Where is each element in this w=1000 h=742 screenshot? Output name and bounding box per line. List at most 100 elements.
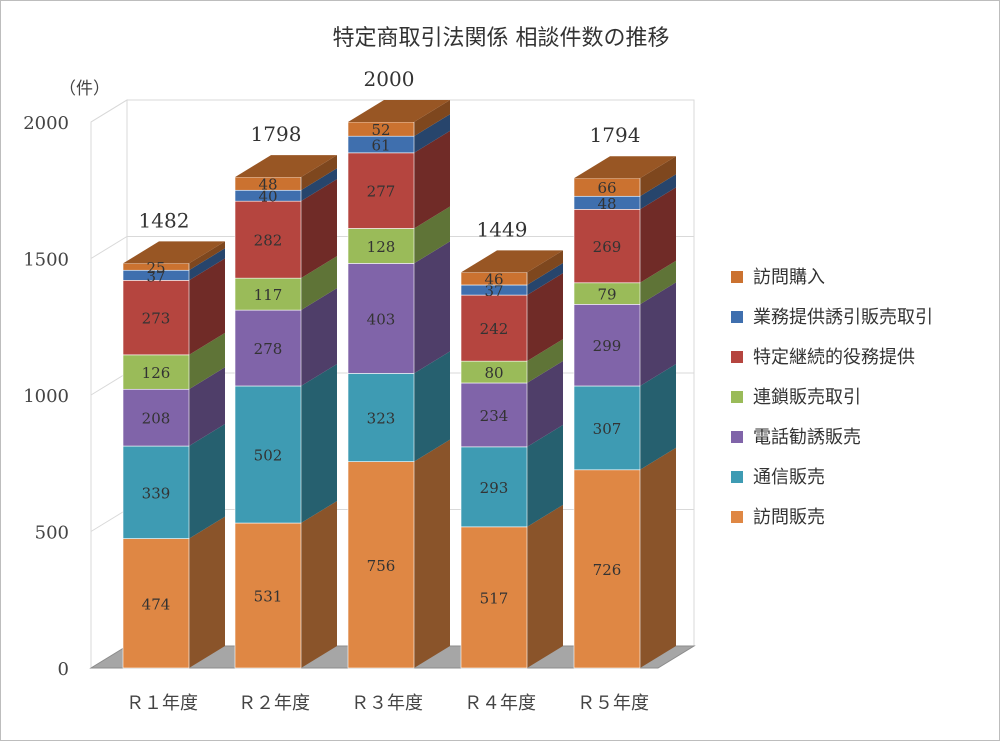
data-label: 79 <box>597 286 616 304</box>
bar-segment-side <box>414 351 450 462</box>
bar-segment <box>122 445 190 539</box>
y-tick-label: 2000 <box>23 113 69 134</box>
bar-segment <box>347 373 415 462</box>
data-label: 299 <box>593 337 622 355</box>
data-label: 531 <box>254 588 283 606</box>
bar-segment-side <box>640 174 676 210</box>
data-label: 52 <box>371 121 390 139</box>
bar-segment <box>573 385 641 471</box>
bar-segment-side <box>640 187 676 283</box>
gridline <box>90 236 694 259</box>
data-label: 66 <box>597 179 616 197</box>
bar-segment <box>460 382 528 448</box>
bar-segment-side <box>189 248 225 281</box>
bar-top-face <box>574 156 676 179</box>
bar-segment <box>573 304 641 387</box>
x-axis: Ｒ１年度 Ｒ２年度 Ｒ３年度 Ｒ４年度 Ｒ５年度 <box>126 693 649 714</box>
data-label: 208 <box>142 410 171 428</box>
bar-segment-side <box>189 241 225 271</box>
data-label: 37 <box>484 282 503 300</box>
bar-segment-side <box>189 367 225 447</box>
bar-segment-side <box>414 100 450 137</box>
data-label: 48 <box>258 176 277 194</box>
legend-swatch <box>731 271 743 283</box>
legend-label: 業務提供誘引販売取引 <box>753 307 933 328</box>
bar-segment-side <box>527 339 563 383</box>
chart-title: 特定商取引法関係 相談件数の推移 <box>333 26 670 51</box>
bar-segment <box>234 200 302 279</box>
data-label: 277 <box>367 183 396 201</box>
legend-swatch <box>731 311 743 323</box>
y-tick-label: 1500 <box>23 250 69 271</box>
bar-segment-side <box>189 332 225 390</box>
bar-segment-side <box>414 130 450 229</box>
data-label: 756 <box>367 557 396 575</box>
data-label: 282 <box>254 232 283 250</box>
total-label: 2000 <box>364 67 415 91</box>
bar-segment <box>122 538 190 669</box>
data-label: 61 <box>371 137 390 155</box>
data-label: 273 <box>142 310 171 328</box>
bar-segment <box>234 309 302 387</box>
bar-segment-side <box>301 363 337 524</box>
chart-bars: 4743392081262733725148253150227811728240… <box>122 67 676 669</box>
bar-segment <box>347 461 415 669</box>
bar-segment-side <box>527 360 563 447</box>
legend-label: 訪問販売 <box>753 507 825 528</box>
data-label: 126 <box>142 364 171 382</box>
bar-top-face <box>235 155 337 178</box>
x-tick-label: Ｒ３年度 <box>351 693 423 714</box>
bar-segment-side <box>414 439 450 668</box>
y-axis: 0 500 1000 1500 2000 <box>23 113 69 680</box>
data-label: 25 <box>146 259 165 277</box>
bar-segment-side <box>301 179 337 279</box>
legend-swatch <box>731 431 743 443</box>
bar-segment <box>460 446 528 528</box>
y-tick-label: 0 <box>58 659 69 680</box>
data-label: 726 <box>593 561 622 579</box>
data-label: 48 <box>597 195 616 213</box>
legend-label: 特定継続的役務提供 <box>753 347 915 368</box>
gridline <box>90 99 694 123</box>
legend: 訪問購入業務提供誘引販売取引特定継続的役務提供連鎖販売取引電話勧誘販売通信販売訪… <box>731 267 933 528</box>
data-label: 403 <box>367 310 396 328</box>
bar-segment-side <box>414 114 450 153</box>
data-label: 117 <box>254 286 283 304</box>
bar-segment-side <box>301 168 337 202</box>
data-label: 517 <box>480 589 509 607</box>
bar-segment-side <box>414 206 450 264</box>
x-tick-label: Ｒ１年度 <box>126 693 198 714</box>
data-label: 323 <box>367 410 396 428</box>
bar-segment <box>460 526 528 669</box>
bar-top-face <box>348 100 450 122</box>
bar-top-face <box>123 241 225 264</box>
bar-segment-side <box>527 250 563 285</box>
y-axis-unit-label: （件） <box>59 79 110 99</box>
data-label: 46 <box>484 271 503 289</box>
bar-segment-side <box>640 282 676 386</box>
bar-segment <box>234 522 302 669</box>
legend-label: 連鎖販売取引 <box>753 387 861 408</box>
bar-segment-side <box>640 156 676 197</box>
bar-segment-side <box>527 262 563 296</box>
bar-segment <box>460 294 528 362</box>
data-label: 474 <box>142 595 171 613</box>
data-label: 502 <box>254 447 283 465</box>
bar-segment-side <box>640 260 676 305</box>
bar-segment-side <box>189 258 225 355</box>
y-tick-label: 1000 <box>23 386 69 407</box>
data-label: 80 <box>484 364 503 382</box>
bar-segment-side <box>640 363 676 470</box>
total-label: 1449 <box>477 217 528 241</box>
x-tick-label: Ｒ５年度 <box>577 693 649 714</box>
bar-segment-side <box>301 501 337 668</box>
data-label: 234 <box>480 407 509 425</box>
total-label: 1482 <box>139 208 190 232</box>
bar-segment <box>347 152 415 229</box>
bar-segment <box>347 263 415 374</box>
bar-segment-side <box>189 516 225 668</box>
